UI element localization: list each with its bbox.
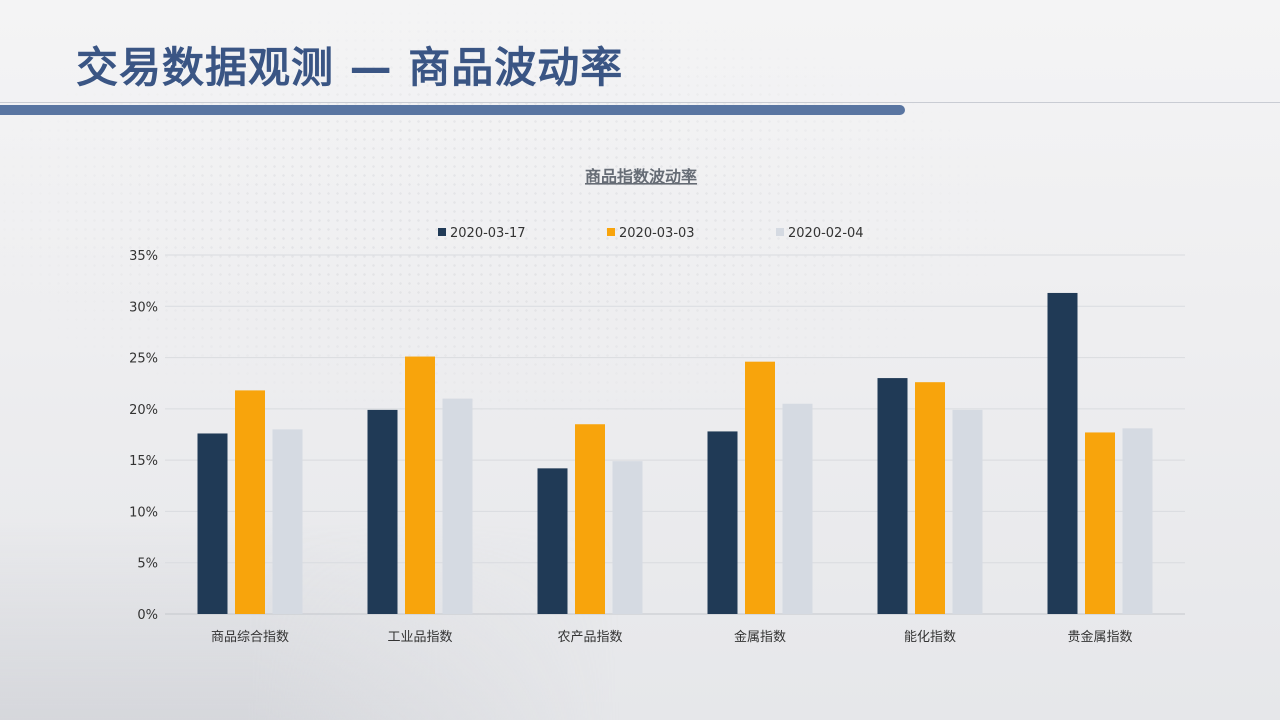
legend-swatch [438, 228, 446, 236]
legend-item: 2020-02-04 [776, 226, 864, 241]
y-tick-label: 10% [129, 505, 158, 520]
legend-swatch [776, 228, 784, 236]
bar-2020-02-04-工业品指数 [442, 398, 473, 614]
title-accent-bar [0, 105, 905, 115]
chart-gridlines [165, 254, 1185, 615]
x-tick-label: 工业品指数 [387, 630, 452, 645]
legend-item: 2020-03-03 [607, 226, 695, 241]
x-tick-label: 商品综合指数 [211, 630, 289, 645]
bar-2020-03-17-商品综合指数 [197, 433, 228, 614]
header-divider [0, 102, 1280, 103]
bar-2020-03-17-金属指数 [707, 431, 738, 614]
bar-2020-02-04-能化指数 [952, 409, 983, 614]
chart-title: 商品指数波动率 [585, 167, 697, 186]
slide-header: 交易数据观测 — 商品波动率 [0, 0, 1280, 120]
y-axis: 0% 5% 10% 15% 20% 25% 30% 35% [129, 249, 158, 623]
bar-2020-02-04-贵金属指数 [1122, 428, 1153, 614]
y-tick-label: 5% [137, 557, 158, 572]
bar-2020-03-17-能化指数 [877, 378, 908, 614]
bar-2020-03-03-农产品指数 [575, 424, 605, 614]
x-tick-label: 贵金属指数 [1067, 629, 1132, 645]
bar-2020-02-04-金属指数 [782, 403, 813, 614]
slide-title: 交易数据观测 — 商品波动率 [76, 43, 624, 92]
bar-2020-03-03-商品综合指数 [235, 390, 265, 614]
background-city-silhouette [0, 520, 620, 720]
bar-2020-03-17-贵金属指数 [1047, 292, 1078, 614]
y-tick-label: 35% [129, 249, 158, 264]
y-tick-label: 30% [129, 300, 158, 315]
legend-label: 2020-03-17 [450, 226, 526, 241]
bar-2020-02-04-商品综合指数 [272, 429, 303, 614]
legend-label: 2020-02-04 [788, 226, 864, 241]
x-tick-label: 能化指数 [904, 630, 956, 645]
x-tick-label: 金属指数 [734, 629, 786, 645]
bar-2020-03-03-贵金属指数 [1085, 432, 1115, 614]
legend-label: 2020-03-03 [619, 226, 695, 241]
y-tick-label: 25% [129, 352, 158, 367]
x-tick-label: 农产品指数 [557, 630, 622, 645]
bar-2020-03-03-金属指数 [745, 361, 775, 614]
x-axis: 商品综合指数 工业品指数 农产品指数 金属指数 能化指数 贵金属指数 [211, 629, 1133, 645]
y-tick-label: 15% [129, 454, 158, 469]
legend-swatch [607, 228, 615, 236]
chart-bars [197, 292, 1153, 614]
bar-2020-03-03-能化指数 [915, 382, 945, 614]
y-tick-label: 20% [129, 403, 158, 418]
commodity-volatility-bar-chart: 商品指数波动率 2020-03-17 2020-03-03 2020-02-04 0… [129, 167, 1185, 645]
bar-2020-03-03-工业品指数 [405, 356, 435, 614]
legend-item: 2020-03-17 [438, 226, 526, 241]
y-tick-label: 0% [137, 608, 158, 623]
chart-legend: 2020-03-17 2020-03-03 2020-02-04 [438, 226, 864, 241]
bar-2020-03-17-工业品指数 [367, 409, 398, 614]
bar-2020-02-04-农产品指数 [612, 461, 643, 614]
bar-2020-03-17-农产品指数 [537, 468, 568, 614]
